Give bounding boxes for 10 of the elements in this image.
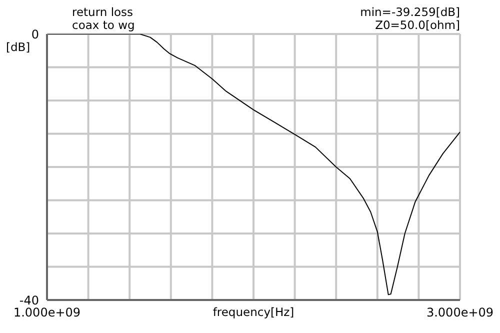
x-axis-title: frequency[Hz] bbox=[212, 305, 294, 319]
chart-subtitle: coax to wg bbox=[72, 18, 135, 32]
text: Z0=50.0[ohm] bbox=[375, 18, 460, 32]
y-tick-label: 0 bbox=[31, 27, 39, 42]
y-tick-label: -40 bbox=[19, 293, 39, 308]
y-axis-title: [dB] bbox=[6, 40, 30, 54]
chart-title: return loss bbox=[72, 5, 134, 19]
x-tick-label: 1.000e+09 bbox=[13, 306, 81, 320]
text: min=-39.259[dB] bbox=[360, 5, 460, 19]
x-tick-label: 3.000e+09 bbox=[426, 306, 494, 320]
